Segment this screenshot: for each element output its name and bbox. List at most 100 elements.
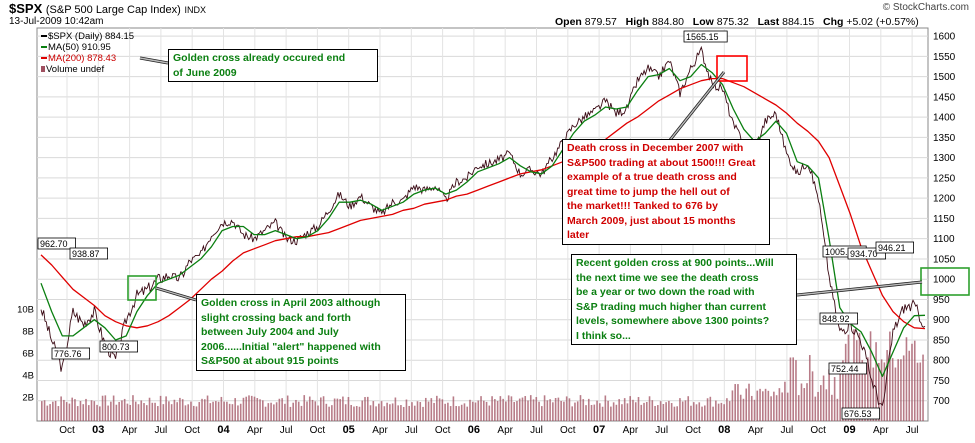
volume-bar bbox=[101, 395, 104, 421]
volume-bar bbox=[145, 405, 148, 421]
volume-bar bbox=[281, 398, 283, 421]
x-tick-label: 05 bbox=[343, 424, 355, 436]
price-point-label-box bbox=[875, 241, 914, 254]
volume-bar bbox=[831, 394, 833, 421]
x-tick-label: Jul bbox=[530, 425, 543, 436]
y-tick-label: 1150 bbox=[933, 214, 955, 225]
volume-bar bbox=[518, 398, 521, 421]
volume-bar bbox=[803, 388, 806, 421]
legend-ma50: MA(50) 910.95 bbox=[41, 42, 134, 53]
volume-bar bbox=[585, 405, 587, 421]
volume-bar bbox=[347, 397, 350, 421]
volume-bar bbox=[217, 401, 220, 421]
volume-bar bbox=[911, 343, 913, 421]
stockcharts-logo[interactable]: © StockCharts.com bbox=[882, 2, 969, 13]
y-tick-label: 1200 bbox=[933, 194, 956, 205]
y-tick-label: 850 bbox=[933, 335, 950, 346]
volume-bar bbox=[90, 400, 93, 421]
volume-bar bbox=[328, 406, 330, 421]
volume-bar bbox=[192, 405, 195, 421]
x-tick-label: Jul bbox=[781, 425, 794, 436]
volume-bar bbox=[212, 401, 214, 421]
volume-bar bbox=[93, 401, 96, 421]
price-point-label-text: 1565.15 bbox=[686, 32, 719, 42]
volume-bar bbox=[400, 405, 402, 421]
volume-bar bbox=[568, 398, 571, 421]
volume-bar bbox=[621, 404, 623, 421]
price-point-label-box bbox=[841, 407, 880, 420]
volume-bar bbox=[822, 375, 825, 421]
x-tick-label: Apr bbox=[247, 425, 263, 436]
y-tick-label: 800 bbox=[933, 356, 950, 367]
volume-bar bbox=[209, 403, 212, 421]
volume-bar bbox=[681, 401, 684, 421]
volume-bar bbox=[300, 405, 303, 421]
volume-bar bbox=[900, 359, 902, 421]
volume-bar bbox=[469, 399, 471, 421]
volume-bar bbox=[762, 391, 764, 421]
y-tick-label: 1000 bbox=[933, 275, 956, 286]
volume-bar bbox=[148, 397, 151, 421]
volume-bar bbox=[670, 403, 673, 421]
volume-bar bbox=[471, 401, 474, 421]
volume-bar bbox=[883, 362, 886, 421]
volume-bar bbox=[375, 406, 377, 421]
x-tick-label: Jul bbox=[906, 425, 919, 436]
annotation-death-cross-2007: Death cross in December 2007 with S&P500… bbox=[562, 139, 770, 245]
volume-bar bbox=[267, 403, 270, 421]
volume-bar bbox=[173, 399, 176, 421]
volume-bar bbox=[825, 389, 828, 421]
volume-bar bbox=[386, 402, 388, 421]
volume-bar bbox=[773, 391, 775, 421]
volume-bar bbox=[378, 403, 380, 421]
legend-volume: Volume undef bbox=[41, 64, 134, 75]
volume-bar bbox=[632, 399, 634, 421]
volume-bar bbox=[198, 402, 201, 421]
volume-bar bbox=[698, 402, 701, 421]
volume-bar bbox=[165, 396, 167, 421]
volume-bar bbox=[866, 357, 869, 421]
volume-bar bbox=[764, 388, 767, 421]
quote-date: 13-Jul-2009 10:42am bbox=[9, 16, 104, 27]
volume-bar bbox=[737, 384, 739, 421]
volume-bar bbox=[444, 403, 446, 421]
volume-bar bbox=[784, 381, 786, 421]
volume-bar bbox=[579, 395, 582, 421]
volume-bar bbox=[543, 395, 546, 421]
volume-bar bbox=[521, 397, 524, 421]
x-tick-label: Jul bbox=[155, 425, 168, 436]
volume-bar bbox=[110, 401, 112, 421]
volume-bar bbox=[402, 406, 405, 421]
volume-bar bbox=[728, 401, 731, 421]
volume-bar bbox=[599, 403, 601, 421]
volume-bar bbox=[720, 402, 723, 421]
y-tick-label: 750 bbox=[933, 376, 950, 387]
price-point-label: 946.21 bbox=[875, 241, 914, 254]
y-tick-label: 1100 bbox=[933, 234, 955, 245]
volume-bar bbox=[308, 396, 311, 421]
volume-bar bbox=[623, 398, 626, 421]
volume-bar bbox=[41, 401, 43, 421]
volume-bar bbox=[168, 401, 170, 421]
chart-legend: $SPX (Daily) 884.15 MA(50) 910.95 MA(200… bbox=[41, 31, 134, 75]
legend-volume-swatch bbox=[41, 66, 45, 73]
volume-bar bbox=[297, 401, 300, 421]
volume-bar bbox=[565, 396, 568, 421]
low-label: Low bbox=[692, 16, 714, 28]
volume-bar bbox=[389, 404, 391, 421]
x-tick-label: Oct bbox=[685, 425, 701, 436]
volume-bar bbox=[864, 371, 866, 421]
volume-bar bbox=[416, 401, 419, 421]
x-tick-label: Apr bbox=[623, 425, 639, 436]
volume-bar bbox=[242, 397, 245, 421]
pointer-golden-2009 bbox=[139, 57, 169, 64]
volume-bar bbox=[786, 392, 789, 421]
pointer-recent bbox=[796, 281, 923, 296]
volume-bar bbox=[789, 357, 792, 421]
x-tick-label: 06 bbox=[468, 424, 480, 436]
volume-bar bbox=[427, 401, 430, 421]
volume-bar bbox=[524, 396, 527, 421]
legend-price-swatch bbox=[41, 35, 47, 38]
volume-bar bbox=[797, 395, 800, 421]
volume-bar bbox=[259, 399, 261, 421]
